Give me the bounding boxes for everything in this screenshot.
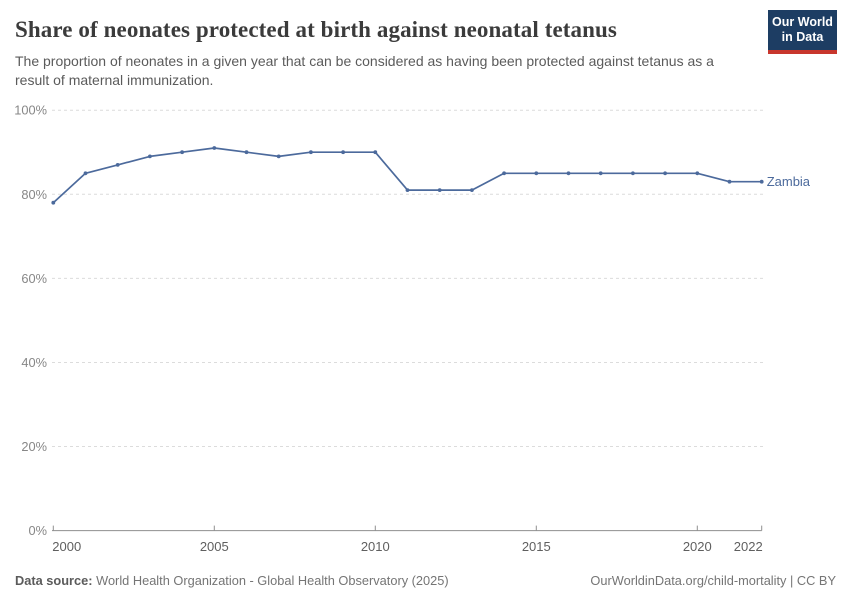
data-source-note: Data source: World Health Organization -… (15, 573, 449, 588)
data-point-2013 (470, 188, 474, 193)
data-point-2015 (534, 171, 539, 176)
data-point-2010 (373, 150, 378, 155)
x-tick-label-2022: 2022 (734, 539, 763, 554)
data-point-2016 (566, 171, 571, 176)
owid-logo[interactable]: Our World in Data (768, 10, 837, 54)
chart-footer: Data source: World Health Organization -… (15, 573, 836, 588)
data-point-2022 (759, 179, 764, 184)
owid-logo-stripe (768, 49, 837, 54)
credit-link[interactable]: OurWorldinData.org/child-mortality | CC … (590, 573, 836, 588)
y-tick-label-0: 0% (29, 523, 48, 538)
data-source-value: World Health Organization - Global Healt… (96, 573, 449, 588)
y-tick-label-60: 60% (21, 271, 47, 286)
data-point-2000 (51, 200, 56, 205)
data-point-2003 (148, 154, 152, 159)
data-point-2006 (244, 150, 249, 155)
x-tick-label-2010: 2010 (361, 539, 390, 554)
x-tick-label-2015: 2015 (522, 539, 551, 554)
page-title: Share of neonates protected at birth aga… (15, 17, 617, 42)
x-tick-label-2020: 2020 (683, 539, 712, 554)
data-point-2005 (212, 146, 217, 150)
data-point-2020 (695, 171, 700, 176)
y-tick-label-80: 80% (21, 187, 47, 202)
data-point-2001 (83, 171, 88, 176)
data-point-2007 (276, 154, 281, 159)
y-tick-label-20: 20% (21, 439, 47, 454)
series-label: Zambia (767, 174, 811, 189)
x-tick-label-2000: 2000 (52, 539, 81, 554)
data-source-label: Data source: (15, 573, 93, 588)
chart-subtitle: The proportion of neonates in a given ye… (15, 53, 714, 88)
data-point-2018 (631, 171, 635, 176)
y-tick-label-100: 100% (14, 103, 47, 118)
data-point-2009 (341, 150, 345, 155)
data-point-2019 (663, 171, 667, 176)
y-tick-label-40: 40% (21, 355, 47, 370)
series-line-zambia[interactable]: Zambia (51, 146, 811, 205)
data-point-2017 (598, 171, 603, 176)
data-point-2004 (180, 150, 185, 155)
data-point-2021 (727, 179, 732, 184)
owid-logo-text: Our World in Data (768, 10, 837, 50)
data-point-2012 (437, 188, 442, 193)
x-tick-label-2005: 2005 (200, 539, 229, 554)
data-point-2011 (405, 188, 410, 193)
data-point-2002 (115, 163, 120, 167)
data-point-2014 (502, 171, 506, 176)
data-point-2008 (309, 150, 313, 155)
